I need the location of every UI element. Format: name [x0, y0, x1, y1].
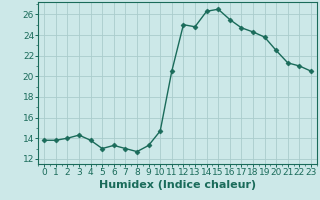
X-axis label: Humidex (Indice chaleur): Humidex (Indice chaleur) [99, 180, 256, 190]
